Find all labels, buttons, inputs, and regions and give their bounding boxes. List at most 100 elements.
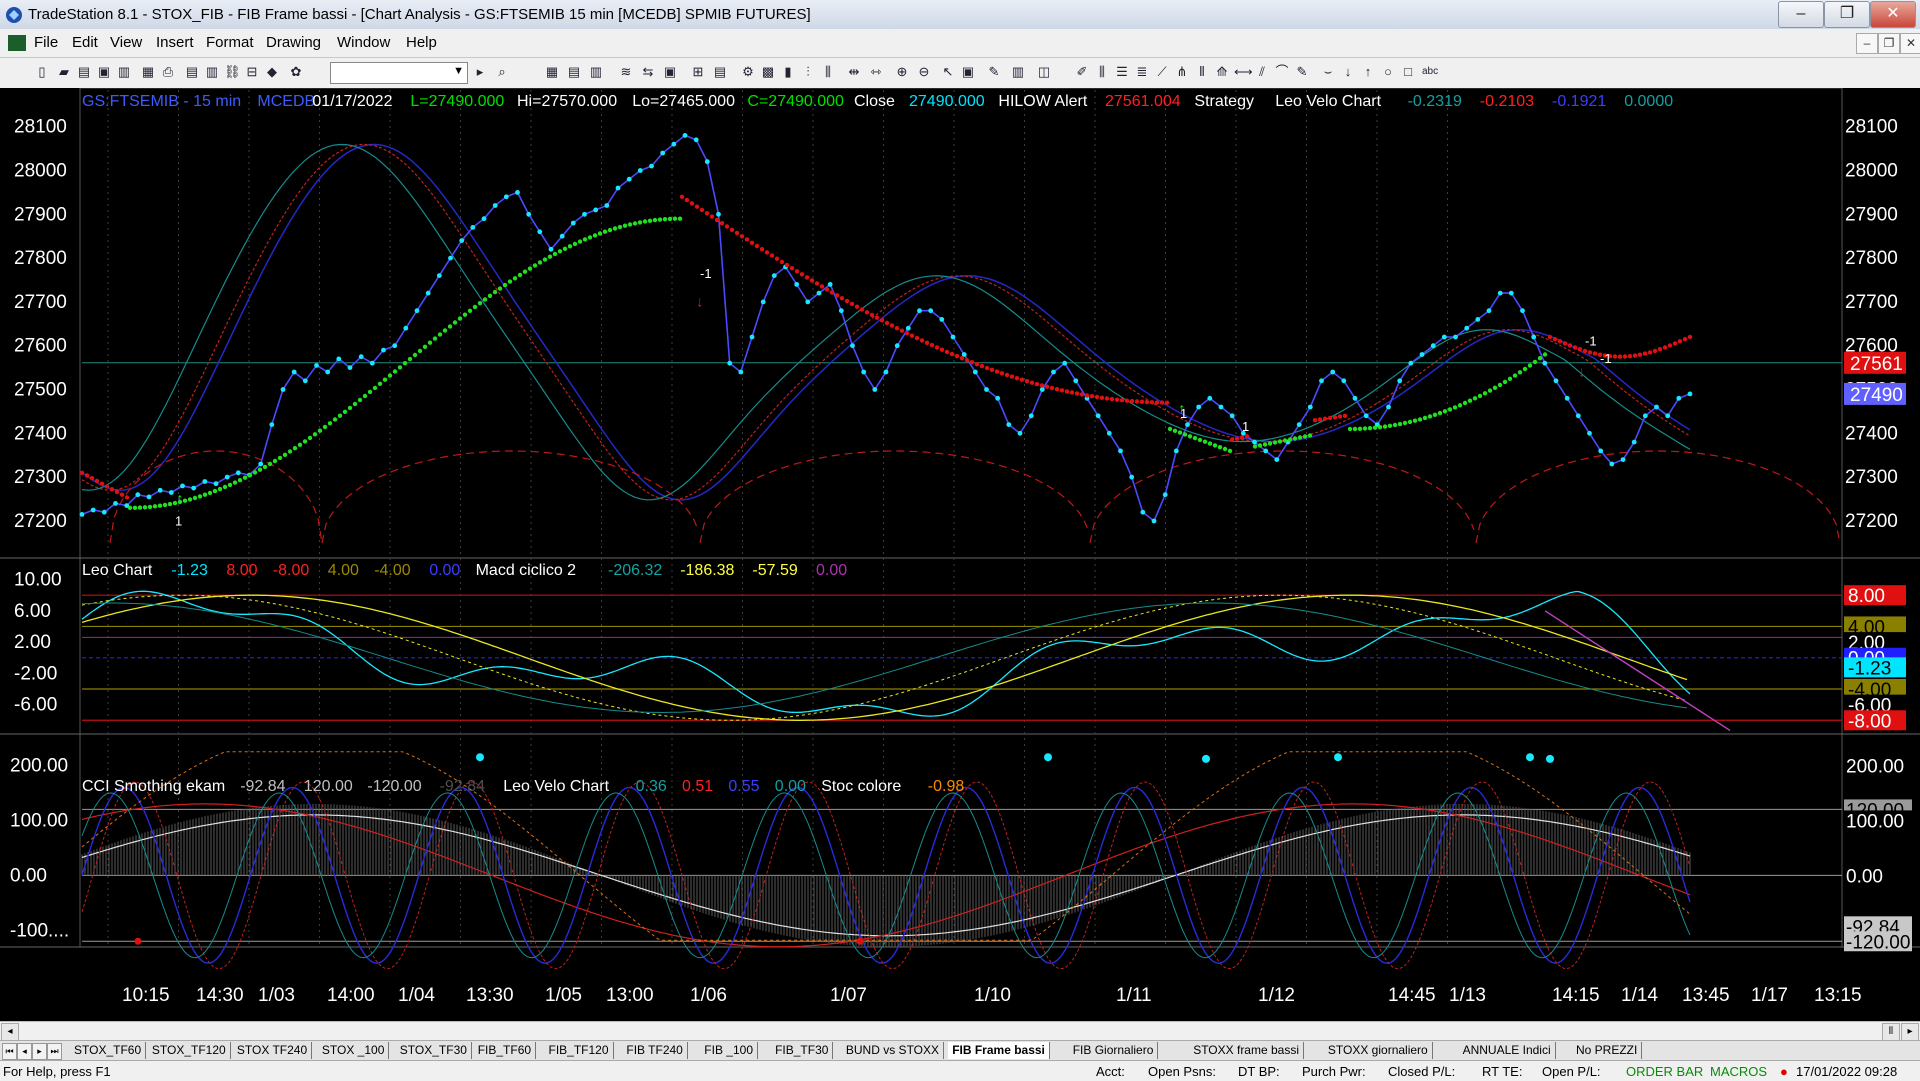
strategy-icon[interactable]: ▮ (784, 64, 792, 79)
gann-fan-icon[interactable]: ⟰ (1216, 64, 1228, 79)
ellipse-icon[interactable]: ○ (1384, 64, 1392, 79)
options-icon[interactable]: ⚙ (742, 64, 754, 79)
menu-edit[interactable]: Edit (72, 34, 98, 51)
tab-annuale-indici[interactable]: ANNUALE Indici (1459, 1042, 1556, 1059)
colors-icon[interactable]: ✿ (290, 64, 302, 79)
chart-window-icon[interactable] (8, 35, 26, 51)
window-tile-icon[interactable]: ▥ (205, 64, 219, 79)
window-cascade-icon[interactable]: ▤ (185, 64, 199, 79)
tab-bund-vs-stoxx[interactable]: BUND vs STOXX (842, 1042, 945, 1059)
matrix-icon[interactable]: ▥ (589, 64, 603, 79)
up-arrow-icon[interactable]: ↑ (1364, 64, 1372, 79)
status-macros[interactable]: MACROS (1710, 1064, 1768, 1079)
tab-fib-frame-bassi[interactable]: FIB Frame bassi (948, 1042, 1050, 1059)
arc-icon[interactable]: ⌒ (1275, 64, 1289, 79)
tab-stox-tf30[interactable]: STOX_TF30 (396, 1042, 472, 1059)
tab-stox-tf240[interactable]: STOX TF240 (233, 1042, 313, 1059)
arrow-line-icon[interactable]: ⟷ (1234, 64, 1253, 79)
tab-prev-icon[interactable]: ◂ (17, 1043, 32, 1060)
curve-icon[interactable]: ⌣ (1323, 64, 1333, 79)
symbol-combo[interactable]: ▼ (330, 62, 468, 84)
bar-type-icon[interactable]: ⫼ (825, 64, 831, 79)
rectangle-icon[interactable]: □ (1404, 64, 1412, 79)
order-bar-icon[interactable]: ⊞ (692, 64, 704, 79)
menu-window[interactable]: Window (337, 34, 391, 51)
tab-fib-tf30[interactable]: FIB_TF30 (771, 1042, 834, 1059)
zoom-out-icon[interactable]: ⊖ (918, 64, 930, 79)
zoom-bars-icon[interactable]: ⇿ (870, 64, 882, 79)
tab-last-icon[interactable]: ⏭ (47, 1043, 62, 1060)
speed-lines-icon[interactable]: ⫽ (1259, 64, 1265, 79)
tab-stoxx-giornaliero[interactable]: STOXX giornaliero (1324, 1042, 1433, 1059)
fibonacci-icon[interactable]: ≣ (1136, 64, 1148, 79)
data-tips-icon[interactable]: ▣ (961, 64, 975, 79)
tab-next-icon[interactable]: ▸ (32, 1043, 47, 1060)
mdi-minimize-button[interactable]: – (1856, 33, 1878, 54)
play-icon[interactable]: ▸ (476, 64, 484, 79)
tab-fib-tf120[interactable]: FIB_TF120 (545, 1042, 614, 1059)
chevron-down-icon[interactable]: ▼ (453, 65, 464, 77)
zoom-in-icon[interactable]: ⊕ (896, 64, 908, 79)
news-icon[interactable]: ⇆ (642, 64, 654, 79)
horizontal-lines-icon[interactable]: ☰ (1116, 64, 1128, 79)
mdi-restore-button[interactable]: ❐ (1878, 33, 1900, 54)
account-icon[interactable]: ▤ (713, 64, 727, 79)
tab-no-prezzi[interactable]: No PREZZI (1572, 1042, 1643, 1059)
insert-analysis-icon[interactable]: ▥ (1011, 64, 1025, 79)
maximize-button[interactable]: ❐ (1824, 1, 1870, 28)
tab-fib-giornaliero[interactable]: FIB Giornaliero (1069, 1042, 1159, 1059)
radar-icon[interactable]: ▤ (567, 64, 581, 79)
tab-fib-tf60[interactable]: FIB_TF60 (474, 1042, 537, 1059)
new-icon[interactable]: ▯ (38, 64, 46, 79)
menu-drawing[interactable]: Drawing (266, 34, 322, 51)
print-icon[interactable]: ⎙ (162, 64, 174, 79)
trendline-icon[interactable]: ⟋ (1157, 64, 1167, 79)
down-arrow-icon[interactable]: ↓ (1344, 64, 1352, 79)
minimize-button[interactable]: – (1778, 1, 1824, 28)
save-workspace-icon[interactable]: ▥ (117, 64, 131, 79)
tab-fib-100[interactable]: FIB _100 (700, 1042, 758, 1059)
pointer-icon[interactable]: ↖ (942, 64, 954, 79)
pen-icon[interactable]: ✎ (1296, 64, 1308, 79)
drawing-pencil-icon[interactable]: ✐ (1076, 64, 1088, 79)
status-order-bar[interactable]: ORDER BAR (1626, 1064, 1704, 1079)
text-tool-icon[interactable]: abc (1422, 66, 1439, 77)
save-icon[interactable]: ▣ (97, 64, 111, 79)
chart-icon[interactable]: ▦ (545, 64, 559, 79)
hotlist-icon[interactable]: ▣ (663, 64, 677, 79)
tab-fib-tf240[interactable]: FIB TF240 (622, 1042, 688, 1059)
close-button[interactable]: ✕ (1870, 1, 1916, 28)
tab-stox-tf60[interactable]: STOX_TF60 (70, 1042, 147, 1059)
tab-first-icon[interactable]: ⏮ (2, 1043, 17, 1060)
menu-help[interactable]: Help (406, 34, 437, 51)
scroll-right-icon[interactable]: ▸ (1901, 1023, 1919, 1041)
tab-stox-tf120[interactable]: STOX_TF120 (148, 1042, 231, 1059)
mdi-close-button[interactable]: ✕ (1900, 33, 1920, 54)
chart-analysis-window[interactable]: 28100 28100 28000 28000 27900 27900 27800 27800… (0, 88, 1920, 1021)
lock-icon[interactable]: ⊟ (246, 64, 258, 79)
scroll-left-icon[interactable]: ◂ (1, 1023, 19, 1041)
menu-insert[interactable]: Insert (156, 34, 194, 51)
bars-icon[interactable]: ⫶ (806, 64, 810, 79)
indicator-icon[interactable]: ▩ (761, 64, 775, 79)
scroll-grip-icon[interactable]: ⦀ (1882, 1023, 1900, 1041)
tab-stox-100[interactable]: STOX _100 (318, 1042, 390, 1059)
menu-view[interactable]: View (110, 34, 143, 51)
scroll-bars-icon[interactable]: ⇹ (848, 64, 860, 79)
menu-file[interactable]: File (34, 34, 59, 51)
shapes-icon[interactable]: ◆ (267, 64, 277, 79)
open-workspace-icon[interactable]: ▤ (77, 64, 91, 79)
vertical-lines-icon[interactable]: ⫼ (1099, 64, 1105, 79)
format-icon[interactable]: ✎ (988, 64, 1000, 79)
open-icon[interactable]: ▰ (59, 64, 69, 79)
print-preview-icon[interactable]: ▦ (141, 64, 155, 79)
tab-stoxx-frame-bassi[interactable]: STOXX frame bassi (1189, 1042, 1305, 1059)
cycle-lines-icon[interactable]: ⫴ (1199, 64, 1205, 79)
andrews-pitchfork-icon[interactable]: ⋔ (1176, 64, 1188, 79)
menu-format[interactable]: Format (206, 34, 254, 51)
link-icon[interactable]: ⛓ (224, 64, 241, 79)
scanner-icon[interactable]: ≋ (620, 64, 632, 79)
find-symbol-icon[interactable]: ⌕ (498, 64, 506, 79)
macros-icon[interactable]: ◫ (1037, 64, 1051, 79)
horizontal-scrollbar[interactable]: ◂ ⦀ ▸ (0, 1021, 1920, 1041)
